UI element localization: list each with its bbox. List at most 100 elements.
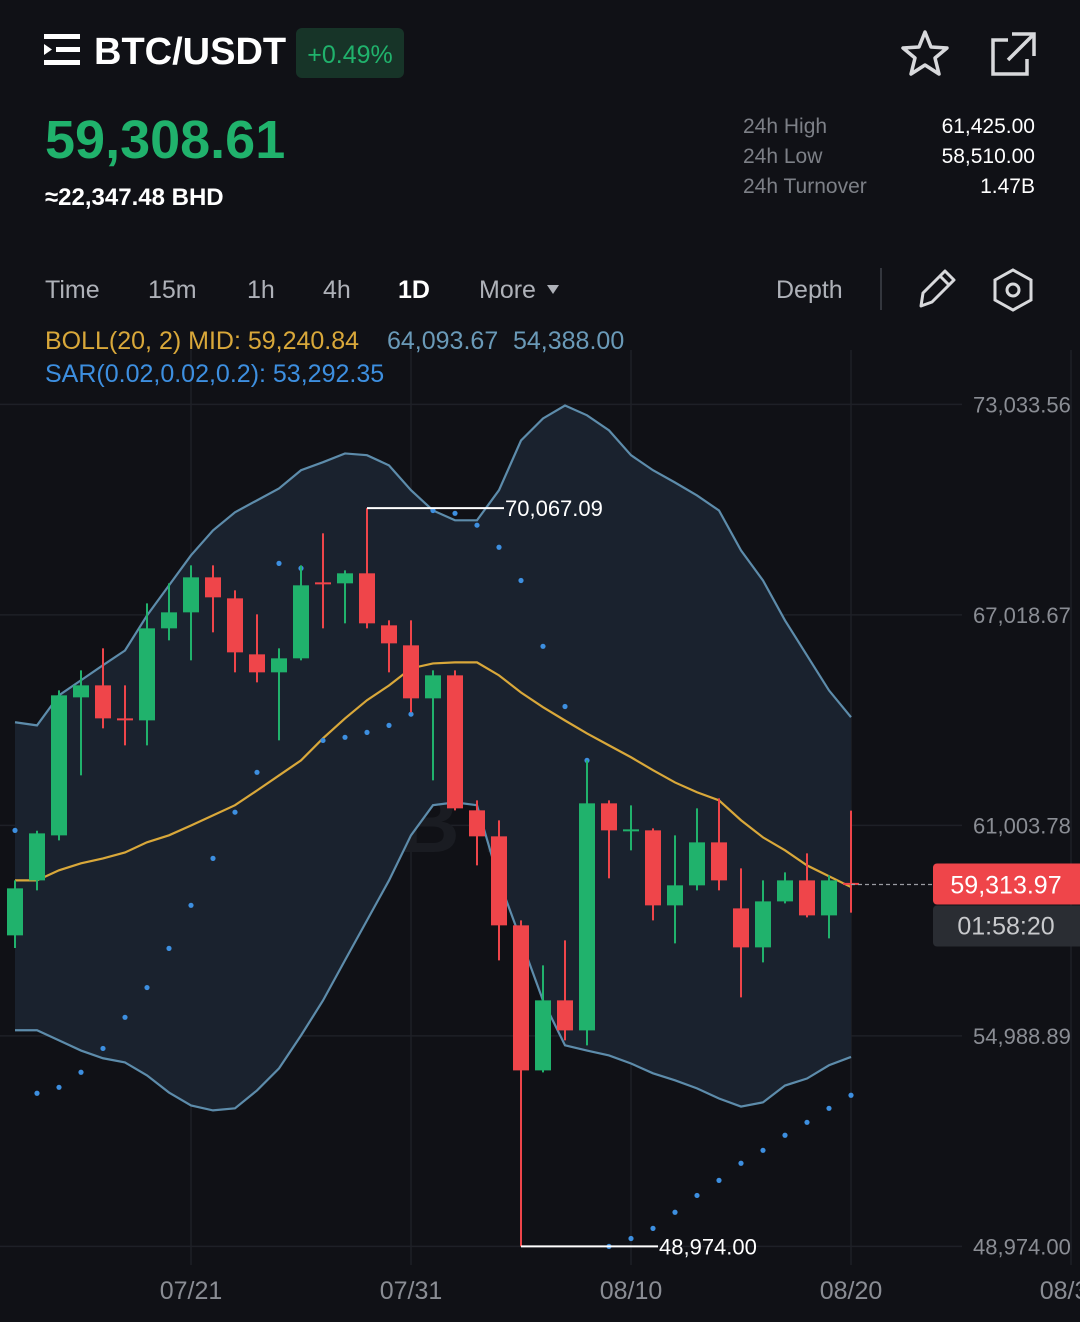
settings-icon[interactable] <box>993 268 1033 312</box>
sar-dot <box>276 560 282 566</box>
candle-body <box>381 625 397 644</box>
sar-dot <box>364 729 370 736</box>
share-icon[interactable] <box>991 32 1036 76</box>
last-price: 59,308.61 <box>45 110 285 170</box>
y-tick-label: 48,974.00 <box>973 1234 1071 1259</box>
candle-body <box>469 810 485 837</box>
y-tick-label: 73,033.56 <box>973 392 1071 417</box>
boll-upper-legend: 64,093.67 <box>387 327 498 355</box>
y-tick-label: 67,018.67 <box>973 603 1071 628</box>
candle-body <box>51 695 67 836</box>
candle-body <box>733 908 749 948</box>
favorite-icon[interactable] <box>901 30 949 76</box>
candle-body <box>293 585 309 659</box>
sar-dot <box>474 522 480 528</box>
sar-dot <box>562 703 568 710</box>
sar-dot <box>782 1132 788 1138</box>
candle-body <box>645 830 661 906</box>
candle-body <box>843 882 859 885</box>
stat-label: 24h Turnover <box>743 175 867 198</box>
candle-body <box>447 675 463 809</box>
menu-icon[interactable] <box>44 34 80 65</box>
sar-dot <box>760 1147 766 1153</box>
sar-dot <box>694 1192 700 1199</box>
candle-body <box>579 803 595 1031</box>
sar-dot <box>232 809 238 815</box>
candle-body <box>227 598 243 653</box>
stats: 24h High 61,425.00 24h Low 58,510.00 24h Tur… <box>743 115 1035 198</box>
price-tag-text: 59,313.97 <box>950 872 1061 900</box>
countdown-text: 01:58:20 <box>957 913 1054 941</box>
draw-icon[interactable] <box>919 269 956 308</box>
candle-body <box>667 885 683 906</box>
sar-dot <box>496 544 502 550</box>
tab[interactable]: 15m <box>148 276 197 304</box>
sar-dot <box>188 902 194 908</box>
candle-body <box>491 836 507 926</box>
sar-dot <box>430 507 436 514</box>
sar-dot <box>672 1209 678 1215</box>
sar-dot <box>738 1160 744 1166</box>
sar-dot <box>12 827 18 834</box>
candle-body <box>403 645 419 699</box>
sar-dot <box>452 510 458 516</box>
candle-body <box>161 612 177 629</box>
tab[interactable]: More <box>479 276 536 304</box>
candle-body <box>271 658 287 673</box>
sar-dot <box>166 945 172 951</box>
sar-dot <box>650 1225 656 1231</box>
tab[interactable]: Time <box>45 276 100 304</box>
candle-body <box>337 573 353 584</box>
sar-dot <box>848 1092 854 1098</box>
sar-dot <box>408 711 414 717</box>
candle-body <box>249 654 265 673</box>
stat-label: 24h High <box>743 115 827 138</box>
x-tick-label: 08/10 <box>600 1277 663 1305</box>
extreme-label: 70,067.09 <box>505 496 603 521</box>
dropdown-arrow[interactable] <box>547 285 559 294</box>
boll-mid-line <box>15 661 852 889</box>
sar-dot <box>804 1119 810 1125</box>
sar-dot <box>100 1045 106 1052</box>
boll-legend: BOLL(20, 2) MID: 59,240.84 <box>45 327 359 355</box>
candle-body <box>139 628 155 721</box>
x-tick-label: 08/20 <box>820 1277 883 1305</box>
sar-dot <box>342 734 348 740</box>
candle-body <box>205 577 221 598</box>
sar-dot <box>320 737 326 744</box>
tab[interactable]: 1D <box>398 276 430 304</box>
x-tick-label: 07/21 <box>160 1277 223 1305</box>
change-text: +0.49% <box>307 41 393 69</box>
price-tag <box>933 863 1080 905</box>
candle-body <box>183 577 199 613</box>
candle-body <box>95 685 111 719</box>
sar-dot <box>144 984 150 991</box>
y-tick-label: 61,003.78 <box>973 813 1071 838</box>
tab[interactable]: 1h <box>247 276 275 304</box>
tab[interactable]: Depth <box>776 276 843 304</box>
boll-lower-legend: 54,388.00 <box>513 327 624 355</box>
candle-body <box>73 685 89 698</box>
sar-dot <box>78 1069 84 1075</box>
stat-value: 58,510.00 <box>942 145 1035 168</box>
sar-legend: SAR(0.02,0.02,0.2): 53,292.35 <box>45 360 384 388</box>
candle-body <box>755 901 771 948</box>
candle-body <box>535 1000 551 1071</box>
sar-dot <box>56 1084 62 1090</box>
fiat-price: ≈22,347.48 BHD <box>45 184 224 211</box>
tab[interactable]: 4h <box>323 276 351 304</box>
candle-body <box>425 675 441 699</box>
candle-body <box>359 573 375 624</box>
boll-lower-line <box>15 801 852 1112</box>
stat-value: 1.47B <box>980 175 1035 198</box>
x-tick-label: 07/31 <box>380 1277 443 1305</box>
change-badge <box>296 28 404 78</box>
countdown-tag <box>933 905 1080 947</box>
sar-dot <box>34 1090 40 1096</box>
sar-dot <box>518 577 524 584</box>
candle-body <box>689 842 705 886</box>
candle-body <box>623 829 639 832</box>
candle-body <box>7 888 23 936</box>
